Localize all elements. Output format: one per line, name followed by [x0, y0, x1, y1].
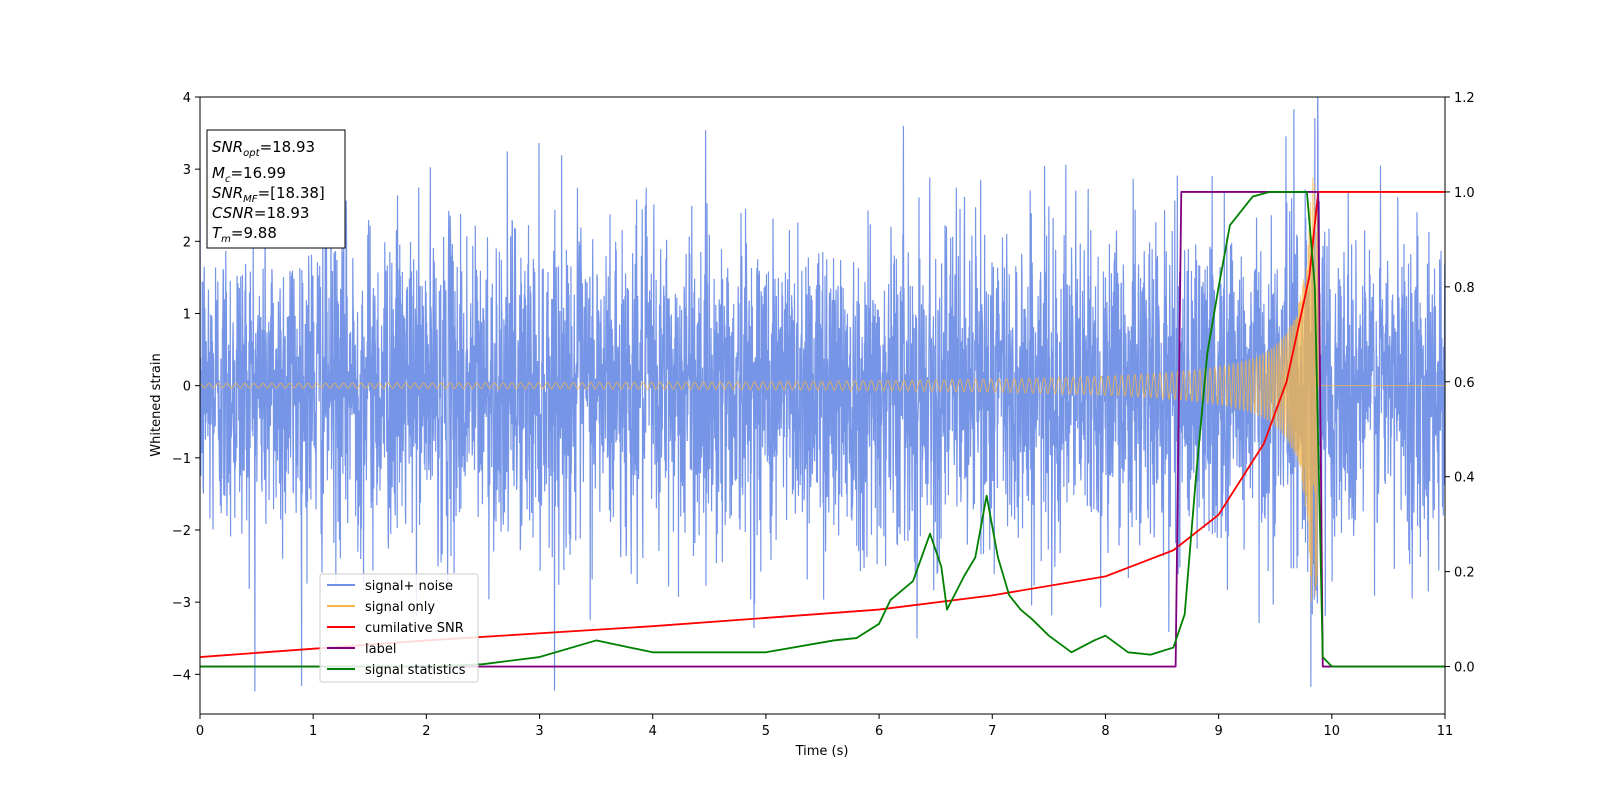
y2-tick-label: 0.6 — [1454, 376, 1475, 391]
x-tick-label: 9 — [1214, 724, 1222, 739]
annotation-mc: Mc=16.99 — [212, 164, 286, 185]
x-tick-label: 11 — [1437, 724, 1454, 739]
legend-label-signal-noise: signal+ noise — [365, 579, 453, 594]
legend-label-label: label — [365, 642, 396, 657]
y-tick-label: −4 — [172, 668, 191, 683]
series-cumulative-snr — [200, 191, 1445, 658]
y-tick-label: −1 — [172, 452, 191, 467]
y2-tick-label: 0.8 — [1454, 281, 1475, 296]
legend: signal+ noise signal only cumilative SNR… — [319, 573, 479, 683]
y-tick-label: 0 — [183, 380, 191, 395]
x-tick-label: 0 — [196, 724, 204, 739]
annotation-tm: Tm=9.88 — [212, 224, 277, 245]
annotation-snr-opt: SNRopt=18.93 — [212, 138, 315, 159]
x-tick-label: 3 — [535, 724, 543, 739]
annotation-snr-mf: SNRMF=[18.38] — [212, 184, 325, 205]
annotation-csnr: CSNR=18.93 — [212, 204, 309, 222]
y-tick-label: −2 — [172, 524, 191, 539]
x-tick-label: 8 — [1101, 724, 1109, 739]
legend-label-signal-only: signal only — [365, 600, 435, 615]
y2-tick-label: 0.2 — [1454, 566, 1475, 581]
y2-tick-label: 1.0 — [1454, 186, 1475, 201]
y-tick-label: 4 — [183, 91, 191, 106]
y2-tick-label: 0.4 — [1454, 471, 1475, 486]
y-axis-label: Whitened strain — [149, 353, 164, 456]
series-signal-only — [200, 177, 1445, 602]
x-tick-label: 6 — [875, 724, 883, 739]
y-tick-label: 3 — [183, 163, 191, 178]
x-tick-label: 1 — [309, 724, 317, 739]
annotation-box: SNRopt=18.93 Mc=16.99 SNRMF=[18.38] CSNR… — [206, 129, 346, 249]
y-tick-label: 1 — [183, 307, 191, 322]
x-tick-label: 2 — [422, 724, 430, 739]
y2-tick-label: 0.0 — [1454, 661, 1475, 676]
plot-area — [200, 97, 1445, 692]
x-tick-label: 5 — [762, 724, 770, 739]
axes-frame — [199, 96, 1446, 715]
x-axis-label: Time (s) — [795, 744, 849, 759]
series-signal-statistics — [200, 191, 1445, 668]
x-tick-label: 10 — [1324, 724, 1341, 739]
legend-label-cumulative-snr: cumilative SNR — [365, 621, 464, 636]
x-tick-label: 7 — [988, 724, 996, 739]
ticks: 0 1 2 3 4 5 6 7 8 9 10 11 −4 −3 −2 −1 0 1 2 3 4 0.0 0.2 0.4 0.6 0… — [172, 91, 1475, 739]
legend-label-signal-statistics: signal statistics — [365, 663, 466, 678]
y2-tick-label: 1.2 — [1454, 91, 1475, 106]
y-tick-label: −3 — [172, 596, 191, 611]
y-tick-label: 2 — [183, 235, 191, 250]
x-tick-label: 4 — [649, 724, 657, 739]
